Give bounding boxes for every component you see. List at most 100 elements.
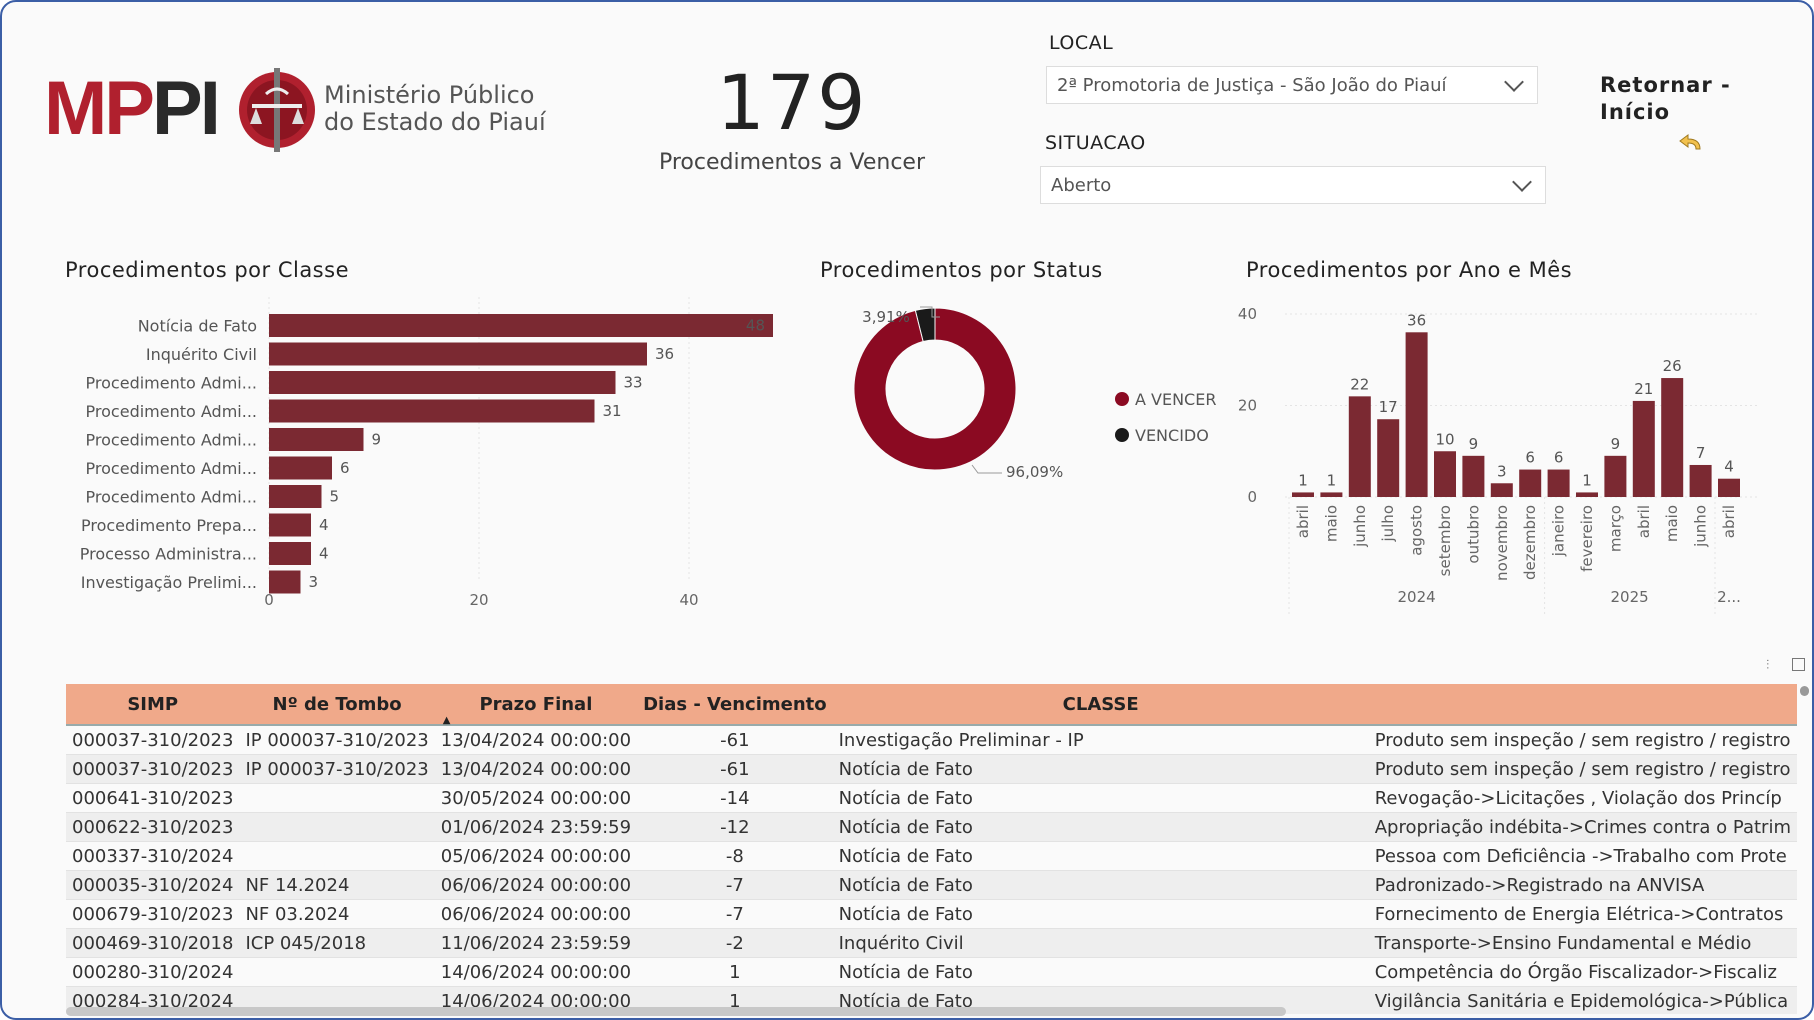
donut-slice [853, 307, 1017, 471]
column-header-classe[interactable]: CLASSE [832, 684, 1369, 726]
return-home-label-line2: Início [1600, 100, 1671, 124]
table-cell: Notícia de Fato [838, 874, 973, 896]
column-header-assunto[interactable] [1368, 684, 1797, 726]
vertical-scrollbar[interactable] [1800, 686, 1809, 696]
situacao-dropdown[interactable]: Aberto [1040, 166, 1546, 204]
table-row[interactable]: 000037-310/2023 IP 000037-310/2023 13/04/2… [66, 754, 1797, 784]
legend-label: A VENCER [1135, 390, 1216, 409]
table-row[interactable]: 000037-310/2023 IP 000037-310/2023 13/04/2… [66, 725, 1797, 755]
data-label: 1 [1327, 471, 1337, 489]
status-donut-chart: 3,91% 96,09% A VENCER VENCIDO [853, 306, 1216, 481]
table-row[interactable]: 000622-310/2023 01/06/2024 23:59:59 -12 Not… [66, 812, 1797, 842]
table-cell: Notícia de Fato [838, 845, 973, 867]
column-header-prazo[interactable]: Prazo Final ▲ [434, 684, 638, 726]
bar [1405, 332, 1428, 497]
category-label: Procedimento Admi... [86, 459, 257, 478]
procedures-table-grid: SIMP Nº de Tombo Prazo Final ▲ Dias - Ve… [66, 684, 1797, 1014]
org-name-line2: do Estado do Piauí [324, 108, 546, 136]
data-label: 6 [340, 459, 350, 477]
table-cell [239, 958, 434, 987]
table-cell [239, 842, 434, 871]
bar [1434, 451, 1456, 497]
category-label: Procedimento Admi... [86, 402, 257, 421]
emblem-icon [236, 64, 318, 158]
procedures-table: SIMP Nº de Tombo Prazo Final ▲ Dias - Ve… [66, 684, 1797, 1014]
table-cell: 000284-310/2024 [72, 990, 234, 1012]
table-cell: 14/06/2024 00:00:00 [440, 961, 632, 983]
table-cell: Notícia de Fato [838, 758, 973, 780]
local-dropdown[interactable]: 2ª Promotoria de Justiça - São João do P… [1046, 66, 1538, 104]
legend-label: VENCIDO [1135, 426, 1209, 445]
chevron-down-icon [1504, 72, 1524, 92]
org-name-line1: Ministério Público [324, 81, 535, 109]
data-label: 17 [1379, 398, 1398, 416]
table-cell: Notícia de Fato [838, 787, 973, 809]
table-cell: 1 [729, 961, 741, 983]
x-tick-label: 40 [679, 591, 698, 609]
table-cell: Produto sem inspeção / sem registro / re… [1374, 729, 1791, 751]
slice-label-vencido: 3,91% [862, 308, 910, 326]
data-label: 6 [1525, 449, 1535, 467]
column-header-tombo[interactable]: Nº de Tombo [239, 684, 435, 726]
ano-mes-bar-chart: 020401abril1maio22junho17julho36agosto10… [1238, 305, 1757, 617]
x-tick-label: junho [1692, 505, 1710, 548]
horizontal-scrollbar[interactable] [66, 1007, 1286, 1016]
return-home-label-line1: Retornar - [1600, 73, 1731, 97]
data-label: 10 [1435, 430, 1454, 448]
table-cell: 000037-310/2023 [72, 729, 234, 751]
data-label: 1 [1582, 471, 1592, 489]
filter-icon[interactable]: ⫶ [1766, 658, 1770, 673]
category-label: Inquérito Civil [146, 345, 257, 364]
table-cell: 000469-310/2018 [72, 932, 234, 954]
table-cell: IP 000037-310/2023 [245, 758, 429, 780]
table-row[interactable]: 000337-310/2024 05/06/2024 00:00:00 -8 Notí… [66, 842, 1797, 871]
data-label: 36 [1407, 311, 1426, 329]
bar [1292, 492, 1314, 497]
bar [269, 513, 311, 537]
x-tick-label: abril [1635, 505, 1653, 538]
return-home-button[interactable]: Retornar - Início [1600, 72, 1731, 126]
table-row[interactable]: 000469-310/2018 ICP 045/2018 11/06/2024 23… [66, 928, 1797, 958]
table-cell: Padronizado->Registrado na ANVISA [1374, 874, 1705, 896]
chevron-down-icon [1512, 172, 1532, 192]
table-cell: -61 [720, 758, 750, 780]
table-cell: 14/06/2024 00:00:00 [440, 990, 632, 1012]
data-label: 26 [1663, 357, 1682, 375]
kpi-label: Procedimentos a Vencer [658, 150, 926, 175]
table-row[interactable]: 000641-310/2023 30/05/2024 00:00:00 -14 Not… [66, 784, 1797, 813]
table-cell: 000280-310/2024 [72, 961, 234, 983]
column-header-dias[interactable]: Dias - Vencimento [637, 684, 833, 726]
table-cell: 000622-310/2023 [72, 816, 234, 838]
data-label: 48 [746, 317, 765, 335]
table-cell: Revogação->Licitações , Violação dos Pri… [1374, 787, 1782, 809]
table-row[interactable]: 000280-310/2024 14/06/2024 00:00:00 1 Notíc… [66, 958, 1797, 987]
data-label: 21 [1634, 380, 1653, 398]
table-cell: Apropriação indébita->Crimes contra o Pa… [1374, 816, 1791, 838]
table-cell: 000337-310/2024 [72, 845, 234, 867]
category-label: Investigação Prelimi... [81, 573, 257, 592]
logo: MP PI [44, 66, 221, 151]
focus-mode-icon[interactable] [1792, 658, 1805, 671]
category-label: Procedimento Admi... [86, 374, 257, 393]
return-arrow-icon[interactable] [1678, 133, 1704, 157]
table-row[interactable]: 000679-310/2023 NF 03.2024 06/06/2024 00:0… [66, 900, 1797, 929]
chart-title-status: Procedimentos por Status [820, 258, 1103, 282]
column-header-simp[interactable]: SIMP [66, 684, 240, 726]
data-label: 9 [372, 431, 382, 449]
table-row[interactable]: 000035-310/2024 NF 14.2024 06/06/2024 00:0… [66, 870, 1797, 900]
table-cell: 000037-310/2023 [72, 758, 234, 780]
bar [269, 314, 773, 337]
data-label: 33 [624, 374, 643, 392]
table-cell: Fornecimento de Energia Elétrica->Contra… [1374, 903, 1784, 925]
data-label: 3 [1497, 462, 1507, 480]
bar [269, 456, 332, 480]
x-tick-label: outubro [1464, 505, 1482, 564]
table-body: 000037-310/2023 IP 000037-310/2023 13/04/2… [66, 725, 1797, 1014]
y-tick-label: 0 [1247, 488, 1257, 506]
x-tick-label: abril [1720, 505, 1738, 538]
table-cell: 06/06/2024 00:00:00 [440, 874, 632, 896]
table-cell [239, 813, 434, 842]
data-label: 4 [1724, 458, 1734, 476]
